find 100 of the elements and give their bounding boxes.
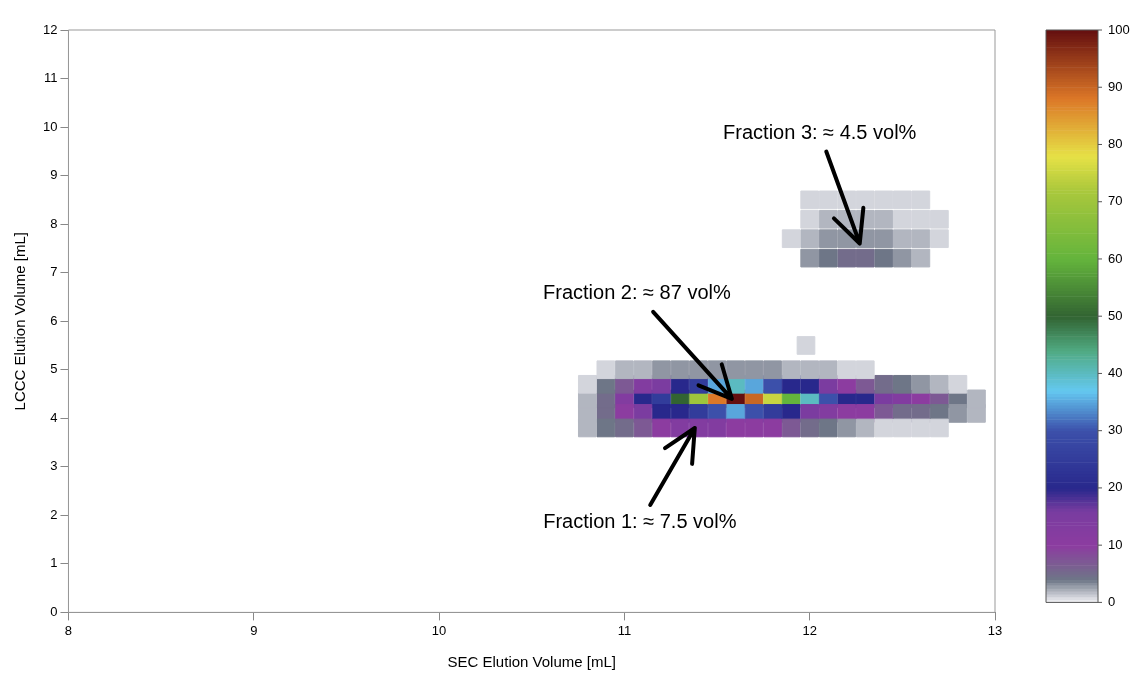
point xyxy=(818,209,838,229)
annotation: Fraction 3: ≈ 4.5 vol% xyxy=(723,121,917,144)
point xyxy=(781,418,801,438)
x-tick-label: 11 xyxy=(617,622,632,638)
point xyxy=(855,248,875,268)
point xyxy=(948,374,968,394)
color-bar-label: 60 xyxy=(1108,250,1123,266)
point xyxy=(874,374,894,394)
point xyxy=(652,360,671,380)
y-tick-label: 0 xyxy=(50,603,58,619)
point xyxy=(874,418,894,438)
point xyxy=(855,418,875,438)
color-bar-label: 80 xyxy=(1108,136,1123,152)
x-tick-label: 10 xyxy=(431,622,447,638)
point xyxy=(893,418,912,438)
x-tick-label: 8 xyxy=(64,622,73,638)
color-bar-label: 90 xyxy=(1108,78,1123,94)
point xyxy=(818,190,838,210)
point xyxy=(577,374,597,394)
color-bar-label: 40 xyxy=(1108,365,1123,381)
point xyxy=(967,389,986,409)
point xyxy=(911,209,931,229)
point xyxy=(818,360,838,380)
point xyxy=(911,418,931,438)
color-bar-label: 10 xyxy=(1108,536,1123,552)
point xyxy=(652,418,671,438)
point xyxy=(837,360,857,380)
y-tick-label: 1 xyxy=(50,555,58,571)
y-tick-label: 10 xyxy=(42,118,58,134)
point xyxy=(763,360,782,380)
point xyxy=(930,209,949,229)
point xyxy=(818,229,838,249)
point xyxy=(911,229,931,249)
point xyxy=(633,418,653,438)
y-tick-label: 8 xyxy=(50,215,58,231)
point xyxy=(893,248,912,268)
point xyxy=(633,360,653,380)
x-tick-label: 12 xyxy=(802,622,817,638)
point xyxy=(893,374,912,394)
point xyxy=(781,229,801,249)
point xyxy=(930,229,949,249)
x-axis-title: SEC Elution Volume [mL] xyxy=(447,653,616,671)
point xyxy=(744,418,764,438)
y-tick-label: 4 xyxy=(50,409,58,425)
point xyxy=(855,190,875,210)
point xyxy=(837,248,857,268)
y-tick-label: 12 xyxy=(42,21,58,37)
annotation: Fraction 1: ≈ 7.5 vol% xyxy=(543,510,737,533)
point xyxy=(615,418,634,438)
point xyxy=(670,360,690,380)
y-tick-label: 5 xyxy=(50,361,58,377)
point xyxy=(615,360,634,380)
annotation: Fraction 2: ≈ 87 vol% xyxy=(543,281,731,304)
y-axis-title: LCCC Elution Volume [mL] xyxy=(11,231,29,411)
color-bar-label: 30 xyxy=(1108,422,1123,438)
point xyxy=(874,209,894,229)
point xyxy=(911,374,931,394)
x-tick-label: 9 xyxy=(250,622,258,638)
point xyxy=(800,229,820,249)
point xyxy=(744,360,764,380)
point xyxy=(707,418,727,438)
color-bar-label: 100 xyxy=(1108,21,1130,37)
color-bar-label: 50 xyxy=(1108,307,1123,323)
point xyxy=(911,248,931,268)
point xyxy=(893,229,912,249)
point xyxy=(800,360,820,380)
point xyxy=(855,360,875,380)
point xyxy=(874,190,894,210)
point xyxy=(818,248,838,268)
point xyxy=(874,229,894,249)
point xyxy=(596,360,616,380)
point xyxy=(818,418,838,438)
point xyxy=(800,209,820,229)
point xyxy=(726,418,745,438)
point xyxy=(930,418,949,438)
color-bar-label: 0 xyxy=(1108,593,1116,609)
y-tick-label: 6 xyxy=(50,312,58,328)
y-tick-label: 11 xyxy=(43,70,58,86)
point xyxy=(800,190,820,210)
point xyxy=(874,248,894,268)
point xyxy=(930,374,949,394)
point xyxy=(893,209,912,229)
point xyxy=(800,418,820,438)
point xyxy=(948,404,968,423)
point xyxy=(781,360,801,380)
point xyxy=(800,248,820,268)
color-bar-label: 20 xyxy=(1108,479,1123,495)
point xyxy=(893,190,912,210)
point xyxy=(726,360,745,380)
point xyxy=(837,418,857,438)
point xyxy=(596,418,616,438)
y-tick-label: 7 xyxy=(50,264,58,280)
y-tick-label: 9 xyxy=(50,167,58,183)
point xyxy=(911,190,931,210)
color-bar-label: 70 xyxy=(1108,193,1123,209)
x-tick-label: 13 xyxy=(987,622,1003,638)
y-tick-label: 2 xyxy=(50,506,58,522)
y-tick-label: 3 xyxy=(50,458,58,474)
point xyxy=(763,418,782,438)
point xyxy=(796,336,816,355)
